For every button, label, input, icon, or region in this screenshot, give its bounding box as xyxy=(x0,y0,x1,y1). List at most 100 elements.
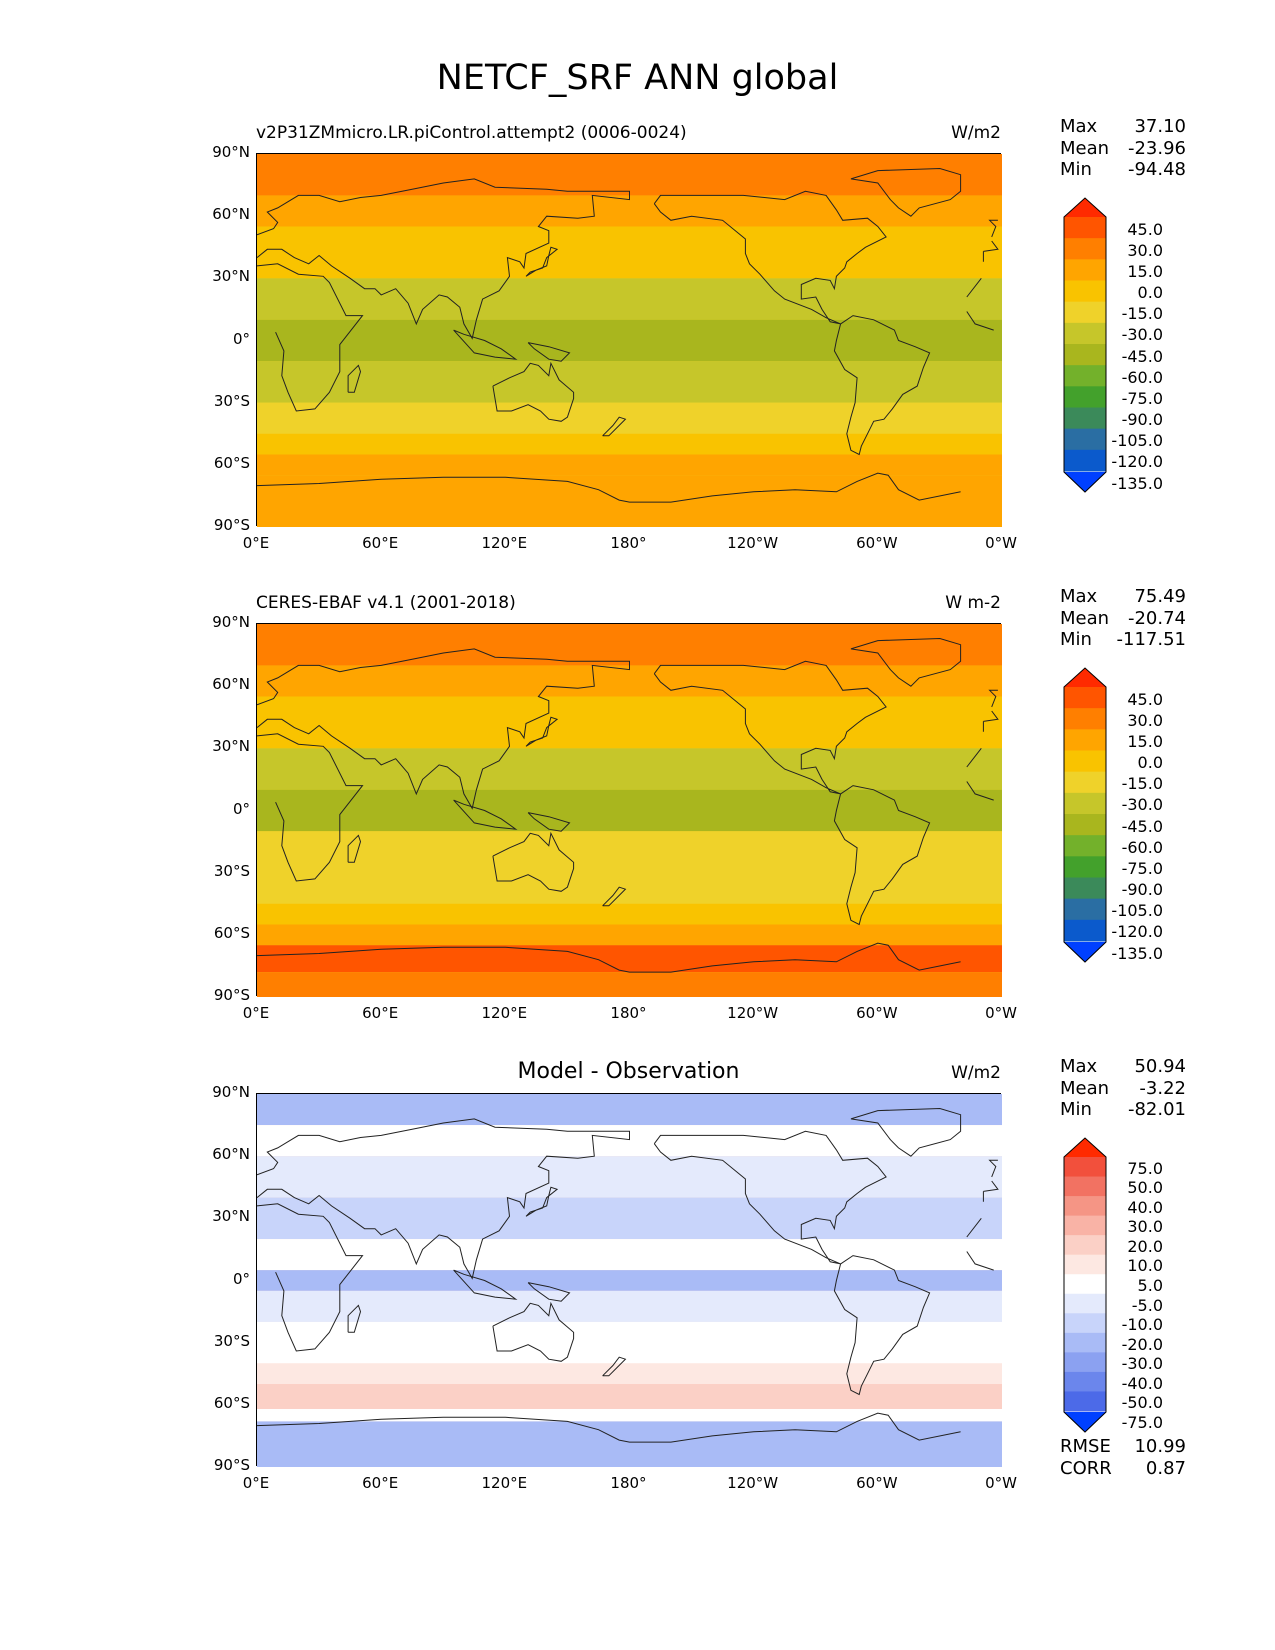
coastline-samerica xyxy=(833,785,931,926)
colorbar-segment xyxy=(1064,1254,1106,1275)
colorbar-tick-label: -75.0 xyxy=(1121,858,1163,878)
x-tick-label: 180° xyxy=(610,1474,647,1492)
colorbar-segment xyxy=(1064,365,1106,387)
colorbar-outline xyxy=(1063,1137,1107,1433)
colorbar-segment xyxy=(1064,344,1106,366)
colorbar-tick-label: -30.0 xyxy=(1121,795,1163,815)
stat-row: Max 50.94 xyxy=(1060,1056,1186,1078)
colorbar-segment xyxy=(1064,238,1106,260)
colorbar-tick-label: 15.0 xyxy=(1127,261,1163,281)
field-band xyxy=(257,789,1002,832)
stat-row: Max 37.10 xyxy=(1060,116,1186,138)
coastline-antarctica xyxy=(257,472,961,503)
colorbar-tick-label: -30.0 xyxy=(1121,1354,1163,1374)
colorbar-segment xyxy=(1064,792,1106,815)
field-band xyxy=(257,475,1002,527)
coastline-newguinea xyxy=(527,1282,571,1302)
stat-value: -117.51 xyxy=(1116,629,1186,650)
coastline-australia xyxy=(492,361,575,422)
x-tick-label: 0°E xyxy=(242,1004,270,1022)
corr-row: CORR 0.87 xyxy=(1060,1458,1186,1480)
field-band xyxy=(257,402,1002,434)
field-band xyxy=(257,624,1002,666)
panel-1-left-title: v2P31ZMmicro.LR.piControl.attempt2 (0006… xyxy=(256,123,687,143)
colorbar-tick-label: -90.0 xyxy=(1121,880,1163,900)
rmse-label: RMSE xyxy=(1060,1436,1111,1457)
stat-label: Max xyxy=(1060,586,1098,607)
colorbar-segment xyxy=(1064,877,1106,900)
stat-value: -82.01 xyxy=(1127,1099,1186,1120)
stat-label: Max xyxy=(1060,116,1098,137)
panel-1-map-svg xyxy=(257,154,1002,527)
coastline-namerica xyxy=(653,1130,887,1265)
colorbar-tick-label: 30.0 xyxy=(1127,1217,1163,1237)
panel-2-map-svg xyxy=(257,624,1002,997)
x-tick-label: 60°E xyxy=(362,534,399,552)
coastline-nz xyxy=(602,416,627,437)
colorbar-tick-label: -45.0 xyxy=(1121,816,1163,836)
colorbar-segment xyxy=(1064,322,1106,345)
coastline-indonesia xyxy=(453,1269,518,1300)
colorbar-segment xyxy=(1064,1391,1106,1412)
colorbar-tick-label: 45.0 xyxy=(1127,219,1163,239)
field-band xyxy=(257,1321,1002,1364)
colorbar-segment xyxy=(1064,708,1106,730)
x-tick-label: 0°W xyxy=(985,1004,1017,1022)
coastline-newguinea xyxy=(527,812,571,832)
coastline-greenland xyxy=(850,1107,962,1157)
x-tick-label: 0°E xyxy=(242,1474,270,1492)
colorbar-tick-label: -75.0 xyxy=(1121,388,1163,408)
y-tick-label: 30°S xyxy=(213,861,250,880)
rmse-value: 10.99 xyxy=(1134,1436,1186,1457)
coastline-africa xyxy=(257,1203,994,1352)
y-tick-label: 90°S xyxy=(213,516,250,534)
panel-3-units: W/m2 xyxy=(951,1063,1001,1083)
coastline-antarctica xyxy=(257,1412,961,1443)
y-tick-label: 60°S xyxy=(213,923,250,942)
field-band xyxy=(257,1363,1002,1385)
colorbar-tick-label: -135.0 xyxy=(1111,473,1163,493)
colorbar-segment xyxy=(1064,1371,1106,1392)
stat-row: Mean -23.96 xyxy=(1060,138,1186,160)
field-band xyxy=(257,1421,1002,1467)
colorbar-tick-label: 5.0 xyxy=(1137,1276,1163,1295)
colorbar-segment xyxy=(1064,1352,1106,1373)
colorbar-segment xyxy=(1064,301,1106,324)
y-tick-label: 30°S xyxy=(213,1331,250,1350)
colorbar-tick-label: 50.0 xyxy=(1127,1178,1163,1198)
x-tick-label: 60°W xyxy=(856,1474,898,1492)
y-tick-label: 60°S xyxy=(213,453,250,472)
coastline-eurasia xyxy=(257,178,999,340)
colorbar-tick-label: -10.0 xyxy=(1121,1315,1163,1335)
stat-value: -23.96 xyxy=(1127,137,1186,159)
field-band xyxy=(257,319,1002,362)
colorbar-segment xyxy=(1064,1235,1106,1256)
field-band xyxy=(257,831,1002,873)
coastline-greenland xyxy=(850,637,962,687)
coastline-madagascar xyxy=(347,834,362,863)
stat-label: Max xyxy=(1060,1056,1098,1077)
x-tick-label: 60°W xyxy=(856,534,898,552)
panel-3-map-svg xyxy=(257,1094,1002,1467)
colorbar-tick-label: 45.0 xyxy=(1127,689,1163,709)
y-tick-label: 30°N xyxy=(212,1207,250,1226)
colorbar-segment xyxy=(1064,1313,1106,1334)
colorbar-tick-label: -120.0 xyxy=(1111,922,1163,942)
coastline-greenland xyxy=(850,167,962,217)
field-band xyxy=(257,924,1002,946)
colorbar-segment xyxy=(1064,814,1106,836)
y-tick-label: 0° xyxy=(232,1269,250,1288)
colorbar-tick-label: -135.0 xyxy=(1111,943,1163,963)
panel-3-colorbar xyxy=(1063,1137,1107,1433)
field-band xyxy=(257,748,1002,790)
field-band xyxy=(257,1270,1002,1291)
field-band xyxy=(257,1125,1002,1157)
stat-label: Mean xyxy=(1060,137,1110,159)
colorbar-tick-label: -90.0 xyxy=(1121,410,1163,430)
stat-value: -20.74 xyxy=(1127,607,1186,629)
stat-row: Min -82.01 xyxy=(1060,1099,1186,1121)
colorbar-tick-label: -15.0 xyxy=(1121,304,1163,324)
panel-1-units: W/m2 xyxy=(951,123,1001,143)
stat-value: 75.49 xyxy=(1134,586,1186,607)
coastline-japan xyxy=(525,716,559,747)
